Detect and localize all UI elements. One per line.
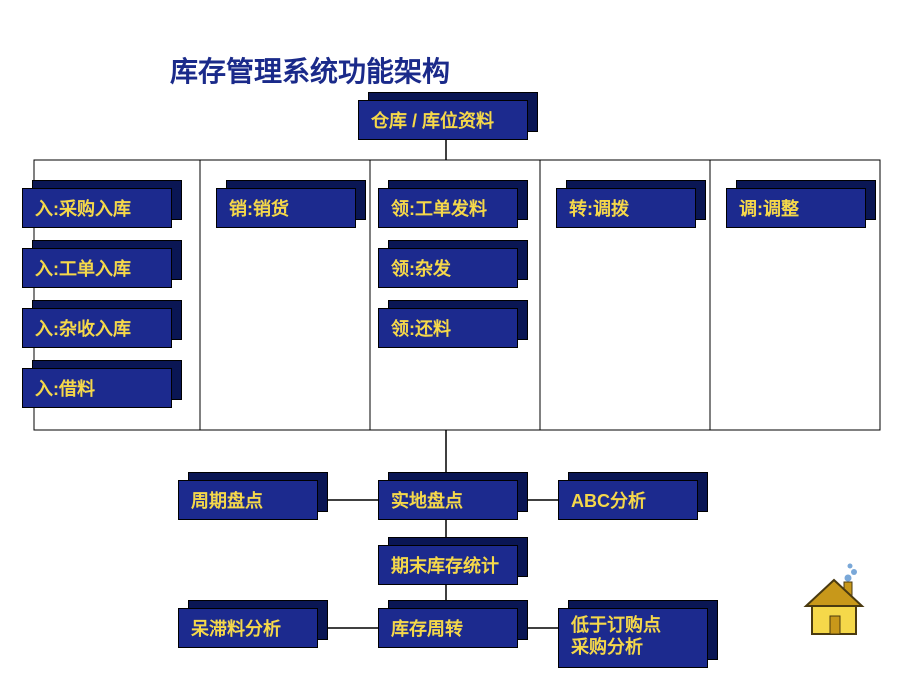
box-in-borrow: 入:借料 — [22, 368, 172, 408]
box-in-workorder: 入:工单入库 — [22, 248, 172, 288]
box-issue-return: 领:还料 — [378, 308, 518, 348]
box-in-purchase: 入:采购入库 — [22, 188, 172, 228]
box-issue-wo: 领:工单发料 — [378, 188, 518, 228]
box-cycle-count: 周期盘点 — [178, 480, 318, 520]
box-issue-misc: 领:杂发 — [378, 248, 518, 288]
box-warehouse: 仓库 / 库位资料 — [358, 100, 528, 140]
box-stagnant: 呆滞料分析 — [178, 608, 318, 648]
box-abc: ABC分析 — [558, 480, 698, 520]
box-below-rop: 低于订购点 采购分析 — [558, 608, 708, 668]
diagram-title: 库存管理系统功能架构 — [170, 50, 450, 90]
box-period-stat: 期末库存统计 — [378, 545, 518, 585]
box-in-misc: 入:杂收入库 — [22, 308, 172, 348]
box-turnover: 库存周转 — [378, 608, 518, 648]
diagram-canvas: 库存管理系统功能架构仓库 / 库位资料入:采购入库入:工单入库入:杂收入库入:借… — [0, 0, 920, 690]
home-icon — [794, 560, 874, 640]
box-adjust: 调:调整 — [726, 188, 866, 228]
box-sales: 销:销货 — [216, 188, 356, 228]
box-physical: 实地盘点 — [378, 480, 518, 520]
box-transfer: 转:调拨 — [556, 188, 696, 228]
